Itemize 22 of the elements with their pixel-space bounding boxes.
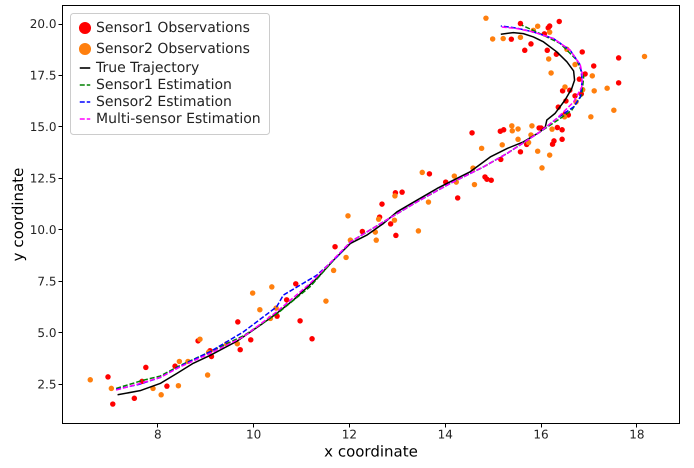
y-tick-label: 15.0 [30, 120, 56, 134]
y-tick-label: 10.0 [30, 222, 56, 237]
x-axis-title: x coordinate [324, 442, 418, 460]
y-axis-title: y coordinate [8, 168, 27, 262]
x-tick-label: 12 [342, 428, 358, 442]
legend-label: Sensor1 Estimation [96, 77, 232, 93]
y-tick-label: 12.5 [30, 171, 56, 186]
y-tick-label: 7.5 [37, 274, 56, 288]
legend-label: True Trajectory [95, 60, 200, 76]
y-tick-label: 17.5 [30, 68, 56, 83]
legend-label: Multi-sensor Estimation [96, 111, 261, 127]
x-tick-label: 10 [246, 428, 262, 442]
y-tick-label: 2.5 [37, 377, 56, 392]
legend-label: Sensor2 Estimation [96, 94, 232, 110]
x-tick-label: 18 [629, 428, 645, 442]
x-tick-label: 16 [533, 428, 549, 442]
x-tick-label: 8 [154, 428, 162, 442]
y-tick-label: 5.0 [37, 326, 56, 340]
y-tick-label: 20.0 [30, 17, 56, 32]
legend-label: Sensor1 Observations [96, 20, 250, 36]
legend-label: Sensor2 Observations [96, 41, 250, 57]
x-tick-label: 14 [438, 428, 453, 442]
